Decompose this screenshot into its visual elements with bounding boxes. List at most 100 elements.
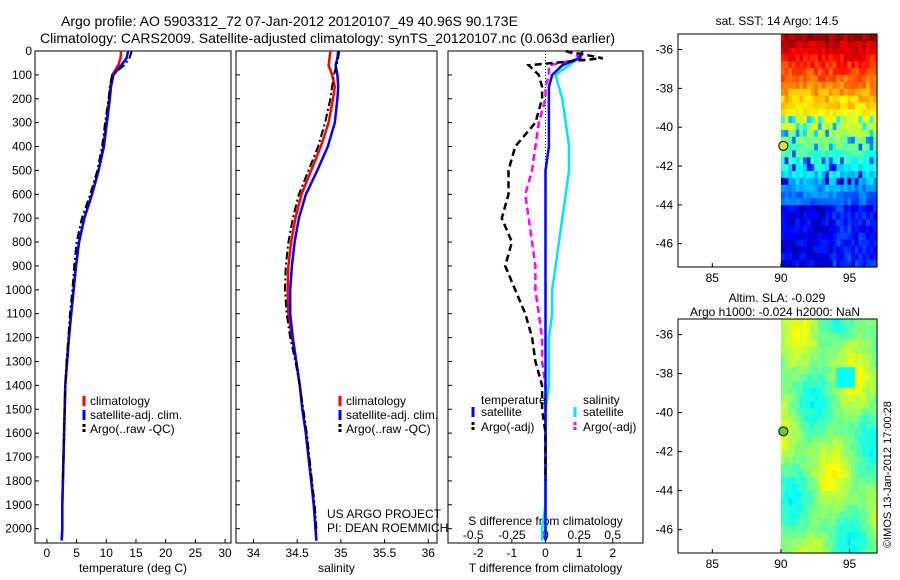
map-cell: [784, 497, 789, 506]
map-cell: [799, 34, 804, 42]
map-cell: [817, 75, 823, 83]
map-cell: [814, 198, 819, 206]
y-tick-label: -40: [656, 120, 674, 134]
map-cell: [821, 511, 826, 520]
map-cell: [792, 353, 797, 361]
map-cell: [792, 525, 797, 533]
map-cell: [792, 511, 797, 520]
map-cell: [795, 40, 800, 49]
map-cell: [825, 68, 830, 76]
map-cell: [840, 198, 845, 206]
map-cell: [847, 360, 852, 368]
map-cell: [795, 442, 800, 451]
map-cell: [836, 511, 841, 520]
map-cell: [854, 346, 860, 355]
map-cell: [784, 504, 789, 513]
map-cell: [817, 546, 823, 554]
map-cell: [795, 332, 800, 341]
map-cell: [862, 470, 867, 478]
map-cell: [792, 449, 797, 458]
map-cell: [780, 319, 786, 327]
map-cell: [858, 47, 863, 56]
map-cell: [799, 518, 804, 527]
map-cell: [854, 511, 860, 520]
map-cell: [825, 525, 830, 533]
map-cell: [854, 332, 860, 341]
top-x-tick-label: -0.25: [498, 528, 526, 542]
map-cell: [843, 54, 849, 63]
map-cell: [780, 532, 786, 540]
map-cell: [854, 136, 860, 145]
top-x-tick-label: 0.25: [567, 528, 591, 542]
map-cell: [840, 442, 845, 451]
map-cell: [832, 34, 837, 42]
map-cell: [840, 491, 845, 499]
map-cell: [799, 198, 804, 206]
map-cell: [873, 136, 878, 145]
map-cell: [817, 429, 823, 437]
map-cell: [788, 504, 793, 513]
map-cell: [865, 212, 871, 220]
map-cell: [862, 332, 867, 341]
map-cell: [847, 387, 852, 396]
map-cell: [832, 436, 837, 444]
y-tick-label: 1500: [5, 402, 32, 416]
map-cell: [869, 415, 874, 423]
map-cell: [814, 150, 819, 158]
map-cell: [810, 408, 815, 416]
map-cell: [847, 470, 852, 478]
map-cell: [814, 81, 819, 90]
map-cell: [836, 319, 841, 327]
map-cell: [799, 504, 804, 513]
sla-map-subtitle: Argo h1000: -0.024 h2000: NaN: [690, 305, 860, 319]
map-cell: [869, 401, 874, 410]
map-cell: [806, 387, 812, 396]
map-cell: [828, 129, 834, 138]
map-cell: [780, 353, 786, 361]
map-cell: [784, 380, 789, 389]
map-cell: [843, 184, 849, 193]
map-cell: [828, 260, 834, 268]
map-cell: [780, 436, 786, 444]
map-cell: [843, 360, 849, 368]
map-cell: [803, 225, 808, 234]
map-cell: [806, 539, 812, 547]
map-cell: [817, 191, 823, 200]
map-cell: [780, 219, 786, 227]
map-cell: [780, 463, 786, 472]
map-cell: [873, 54, 878, 63]
map-cell: [784, 75, 789, 83]
map-cell: [799, 532, 804, 540]
map-cell: [832, 239, 837, 248]
map-cell: [788, 422, 793, 430]
map-cell: [862, 150, 867, 158]
map-cell: [858, 184, 863, 193]
map-cell: [810, 88, 815, 97]
map-cell: [858, 232, 863, 241]
map-cell: [865, 239, 871, 248]
map-cell: [832, 477, 837, 485]
map-cell: [828, 232, 834, 241]
map-cell: [843, 491, 849, 499]
map-cell: [854, 219, 860, 227]
map-cell: [817, 353, 823, 361]
map-cell: [832, 360, 837, 368]
map-cell: [865, 518, 871, 527]
map-cell: [862, 346, 867, 355]
map-cell: [851, 532, 856, 540]
map-cell: [843, 497, 849, 506]
legend-label: climatology: [346, 394, 406, 408]
map-cell: [854, 34, 860, 42]
map-cell: [854, 360, 860, 368]
map-cell: [780, 449, 786, 458]
map-cell: [847, 205, 852, 213]
map-cell: [792, 219, 797, 227]
map-cell: [792, 436, 797, 444]
map-cell: [840, 470, 845, 478]
map-cell: [799, 436, 804, 444]
map-cell: [784, 319, 789, 327]
map-cell: [799, 463, 804, 472]
map-cell: [847, 429, 852, 437]
map-cell: [847, 102, 852, 110]
map-cell: [803, 367, 808, 375]
